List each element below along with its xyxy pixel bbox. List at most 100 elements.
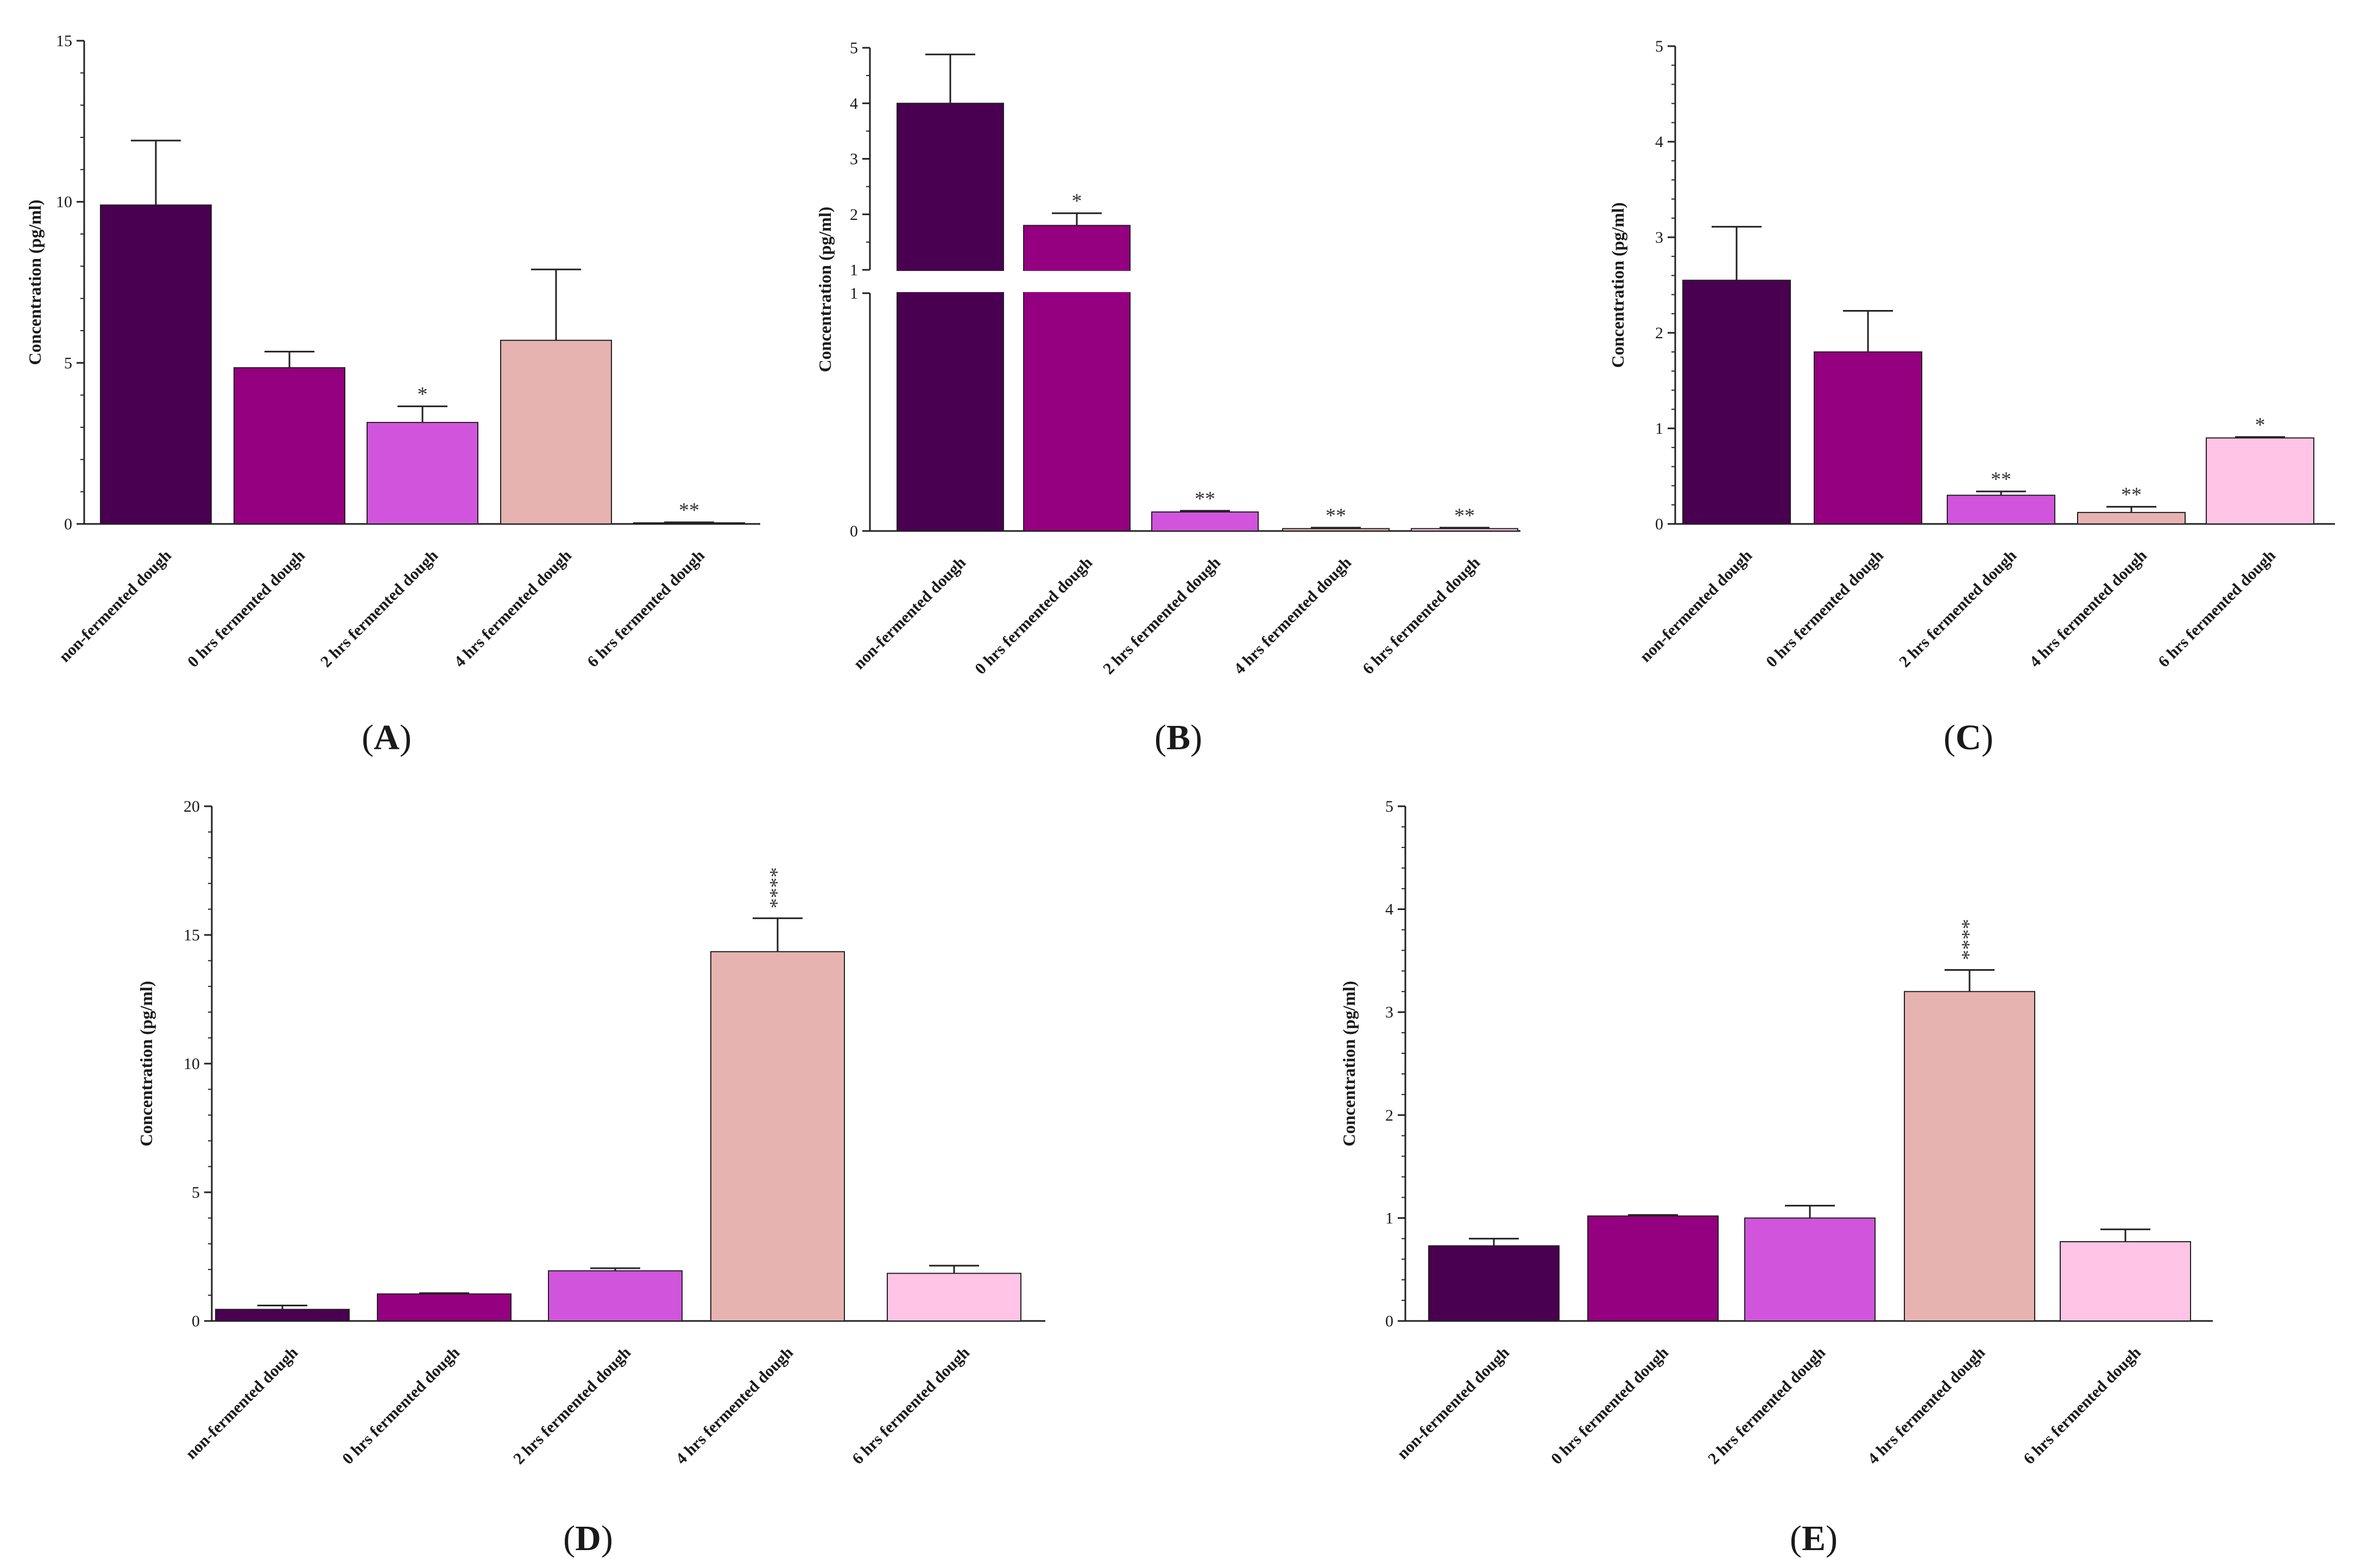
panel-b: 1 2 3 4 5 0 1 Concentration (pg/ml) non-fermente… [815,39,1520,757]
panel-label-letter: A [374,718,400,757]
y-tick-label: 10 [184,1055,200,1073]
y-tick-label: 5 [192,1184,200,1202]
x-tick-label: 0 hrs fermented dough [971,553,1096,678]
bar [2077,511,2186,525]
y-tick-label: 10 [56,193,72,211]
significance-marker: ** [1991,468,2011,491]
panel-label-letter: C [1955,718,1981,757]
y-tick-label: 0 [64,515,72,533]
y-tick-label: 5 [850,39,858,57]
x-tick-label: 6 hrs fermented dough [849,1343,973,1468]
bar [710,951,845,1322]
y-axis-label: Concentration (pg/ml) [815,207,835,372]
y-tick-label: 1 [1385,1209,1393,1227]
y-tick-label: 5 [1655,37,1663,55]
x-tick-label: 6 hrs fermented dough [1359,553,1484,678]
x-tick-label: 0 hrs fermented dough [1763,546,1887,671]
bar [1151,511,1259,532]
y-tick-label: 1 [1655,420,1663,438]
x-tick-label: 0 hrs fermented dough [1548,1343,1672,1468]
y-tick-label: 4 [850,94,858,112]
bar [1947,495,2055,525]
significance-marker: * [2255,414,2265,437]
panel-label-open-paren: ( [1790,1519,1802,1558]
panel-c: 0 1 2 3 4 5 Concentration (pg/ml) non-fermented… [1608,37,2335,757]
x-tick-label: 4 hrs fermented dough [672,1343,797,1468]
panel-label-open-paren: ( [563,1519,575,1558]
panel-label-open-paren: ( [362,718,374,757]
bar [500,339,612,524]
x-tick-label: 4 hrs fermented dough [2026,546,2150,671]
y-tick-label: 0 [850,522,858,540]
y-tick-label: 1 [850,284,858,302]
significance-marker: ** [1326,504,1346,527]
panel-label-open-paren: ( [1154,718,1166,757]
x-tick-label: 0 hrs fermented dough [339,1343,463,1468]
y-tick-label: 0 [1385,1312,1393,1330]
bar [548,1270,683,1322]
panel-d: 0 5 10 15 20 Concentration (pg/ml) non-ferment… [136,798,1045,1558]
y-tick-label: 15 [184,926,200,944]
x-tick-label: non-fermented dough [182,1343,301,1463]
bar [1904,991,2035,1322]
x-tick-label: 2 hrs fermented dough [1896,546,2020,671]
bar [897,103,1004,532]
y-tick-label: 3 [850,150,858,168]
bar [377,1293,512,1322]
x-tick-label: 6 hrs fermented dough [2020,1343,2144,1468]
bar [2060,1241,2191,1322]
x-tick-label: 6 hrs fermented dough [2155,546,2279,671]
bar [1411,528,1518,532]
significance-marker: **** [1958,919,1980,960]
panel-label: (C) [1943,718,1993,757]
panel-a: 0 5 10 15 Concentration (pg/ml) non-fermented… [25,32,760,757]
x-tick-label: 2 hrs fermented dough [1100,553,1224,678]
x-tick-label: 4 hrs fermented dough [1230,553,1355,678]
significance-marker: * [1072,190,1082,213]
panel-label-open-paren: ( [1943,718,1955,757]
y-tick-label: 0 [1655,515,1663,533]
significance-marker: ** [1454,504,1475,527]
significance-marker: ** [2121,483,2142,506]
panel-label: (B) [1154,718,1202,757]
x-tick-label: non-fermented dough [1393,1343,1513,1463]
x-tick-label: 2 hrs fermented dough [1705,1343,1829,1468]
y-tick-label: 2 [1655,324,1663,342]
panel-label-letter: B [1166,718,1190,757]
y-tick-label: 15 [56,32,72,50]
panel-label-letter: E [1802,1519,1826,1558]
x-tick-label: 2 hrs fermented dough [317,546,441,671]
panel-e: 0 1 2 3 4 5 Concentration (pg/ml) non-fermented… [1339,798,2213,1558]
y-axis-label: Concentration (pg/ml) [136,981,156,1147]
x-tick-label: non-fermented dough [1636,546,1756,666]
x-tick-label: 2 hrs fermented dough [510,1343,634,1468]
bar [2206,437,2314,524]
panel-label: (D) [563,1519,613,1558]
y-axis-label: Concentration (pg/ml) [1608,203,1627,368]
bar [1814,351,1922,524]
bar [1428,1245,1560,1322]
y-axis-label: Concentration (pg/ml) [1339,981,1359,1147]
bar [887,1273,1021,1322]
axis-break-gap [872,271,1520,292]
x-tick-label: non-fermented dough [55,546,175,666]
x-tick-label: 4 hrs fermented dough [451,546,575,671]
significance-marker: * [418,383,428,406]
y-tick-label: 5 [1385,798,1393,815]
bar [100,204,212,525]
y-tick-label: 3 [1655,229,1663,246]
y-axis-label: Concentration (pg/ml) [25,200,45,365]
y-tick-label: 2 [850,206,858,224]
y-tick-label: 4 [1655,133,1663,151]
panel-label: (E) [1790,1519,1838,1558]
bar [367,422,478,524]
y-tick-label: 1 [850,261,858,279]
significance-marker: ** [1195,488,1215,510]
y-tick-label: 20 [184,798,200,815]
panel-label-close-paren: ) [1981,718,1993,757]
panel-label-close-paren: ) [1190,718,1202,757]
panel-label-close-paren: ) [400,718,412,757]
panel-label-letter: D [575,1519,601,1558]
panel-label-close-paren: ) [601,1519,613,1558]
